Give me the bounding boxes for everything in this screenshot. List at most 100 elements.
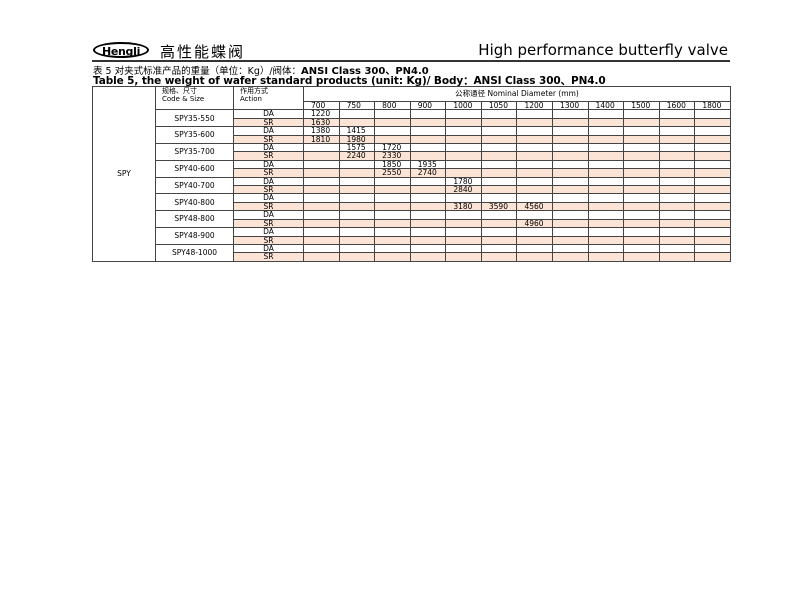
weight-cell [623, 201, 660, 212]
action-cell: DA [233, 227, 304, 237]
table-row: SPY48-800 DA [93, 210, 731, 229]
code-header-en: Code & Size [162, 95, 205, 103]
weight-cell [552, 143, 589, 153]
weight-cell [658, 227, 696, 237]
weight-cell [303, 193, 340, 203]
weight-cell [552, 185, 589, 195]
weight-cell [338, 235, 376, 245]
action-cell: DA [233, 210, 304, 220]
size-header: 1050 [480, 100, 518, 111]
weight-cell [374, 176, 411, 187]
table-row: SPY48-1000 DA [93, 243, 731, 262]
caption-cn: 表 5 对夹式标准产品的重量（单位：Kg）/阀体：ANSI Class 300、… [93, 62, 429, 77]
weight-cell: 1935 [409, 159, 447, 170]
weight-cell [303, 176, 340, 187]
weight-cell [374, 235, 411, 245]
weight-cell [480, 185, 518, 195]
code-header: 规格、尺寸 Code & Size [155, 85, 234, 111]
weight-cell [552, 193, 589, 203]
action-cell: DA [233, 193, 304, 203]
weight-cell [480, 193, 518, 203]
weight-cell [516, 143, 554, 153]
size-header: 900 [409, 100, 447, 111]
code-cell: SPY48-900 [155, 227, 234, 245]
size-header: 1400 [587, 100, 625, 111]
weight-cell [587, 243, 625, 254]
weight-cell: 2330 [374, 151, 411, 161]
weight-cell [552, 126, 589, 136]
weight-cell [445, 126, 482, 136]
weight-cell [658, 159, 696, 170]
code-cell: SPY48-1000 [155, 243, 234, 262]
weight-cell [480, 117, 518, 128]
weight-cell [409, 243, 447, 254]
weight-cell [552, 252, 589, 262]
weight-cell: 3590 [480, 201, 518, 212]
action-cell: SR [233, 168, 304, 178]
weight-cell [445, 143, 482, 153]
weight-cell: 4560 [516, 201, 554, 212]
table-row: SR 2840 [93, 185, 731, 195]
weight-cell [587, 151, 625, 161]
weight-cell [516, 193, 554, 203]
weight-cell [658, 252, 696, 262]
action-cell: SR [233, 117, 304, 128]
weight-cell [516, 126, 554, 136]
weight-cell [587, 201, 625, 212]
weight-cell [623, 126, 660, 136]
weight-cell [694, 227, 731, 237]
weight-cell [694, 159, 731, 170]
action-cell: DA [233, 143, 304, 153]
weight-cell [552, 243, 589, 254]
weight-cell [303, 210, 340, 220]
weight-cell [587, 252, 625, 262]
weight-cell [516, 168, 554, 178]
weight-cell [587, 210, 625, 220]
code-cell: SPY35-700 [155, 143, 234, 161]
weight-cell [516, 151, 554, 161]
weight-cell [658, 193, 696, 203]
weight-cell [623, 117, 660, 128]
weight-cell [623, 210, 660, 220]
weight-cell [587, 227, 625, 237]
weight-cell [658, 126, 696, 136]
weight-cell [694, 243, 731, 254]
weight-cell [303, 218, 340, 229]
action-cell: SR [233, 201, 304, 212]
code-cell: SPY48-800 [155, 210, 234, 229]
weight-cell: 1415 [338, 126, 376, 136]
weight-cell [445, 243, 482, 254]
weight-cell [445, 227, 482, 237]
weight-cell: 1850 [374, 159, 411, 170]
size-header: 700 [303, 100, 340, 111]
weight-cell [623, 151, 660, 161]
weight-cell [480, 168, 518, 178]
table-row: SR [93, 235, 731, 245]
weight-cell: 1380 [303, 126, 340, 136]
weight-cell [480, 109, 518, 119]
weight-cell [623, 143, 660, 153]
size-header: 1200 [516, 100, 554, 111]
weight-cell [552, 201, 589, 212]
weight-cell [694, 210, 731, 220]
weight-cell [623, 252, 660, 262]
weight-cell [445, 168, 482, 178]
weight-cell [587, 235, 625, 245]
weight-cell: 2840 [445, 185, 482, 195]
weight-cell: 1720 [374, 143, 411, 153]
weight-cell [552, 176, 589, 187]
weight-cell [374, 243, 411, 254]
weight-cell [658, 176, 696, 187]
size-header: 1500 [623, 100, 660, 111]
weight-cell [338, 168, 376, 178]
weight-cell [480, 159, 518, 170]
weight-cell [658, 235, 696, 245]
weight-cell [623, 218, 660, 229]
weight-cell [516, 117, 554, 128]
weight-cell: 3180 [445, 201, 482, 212]
size-header: 1800 [694, 100, 731, 111]
weight-cell [409, 201, 447, 212]
weight-cell [303, 185, 340, 195]
action-cell: SR [233, 185, 304, 195]
weight-cell [409, 143, 447, 153]
